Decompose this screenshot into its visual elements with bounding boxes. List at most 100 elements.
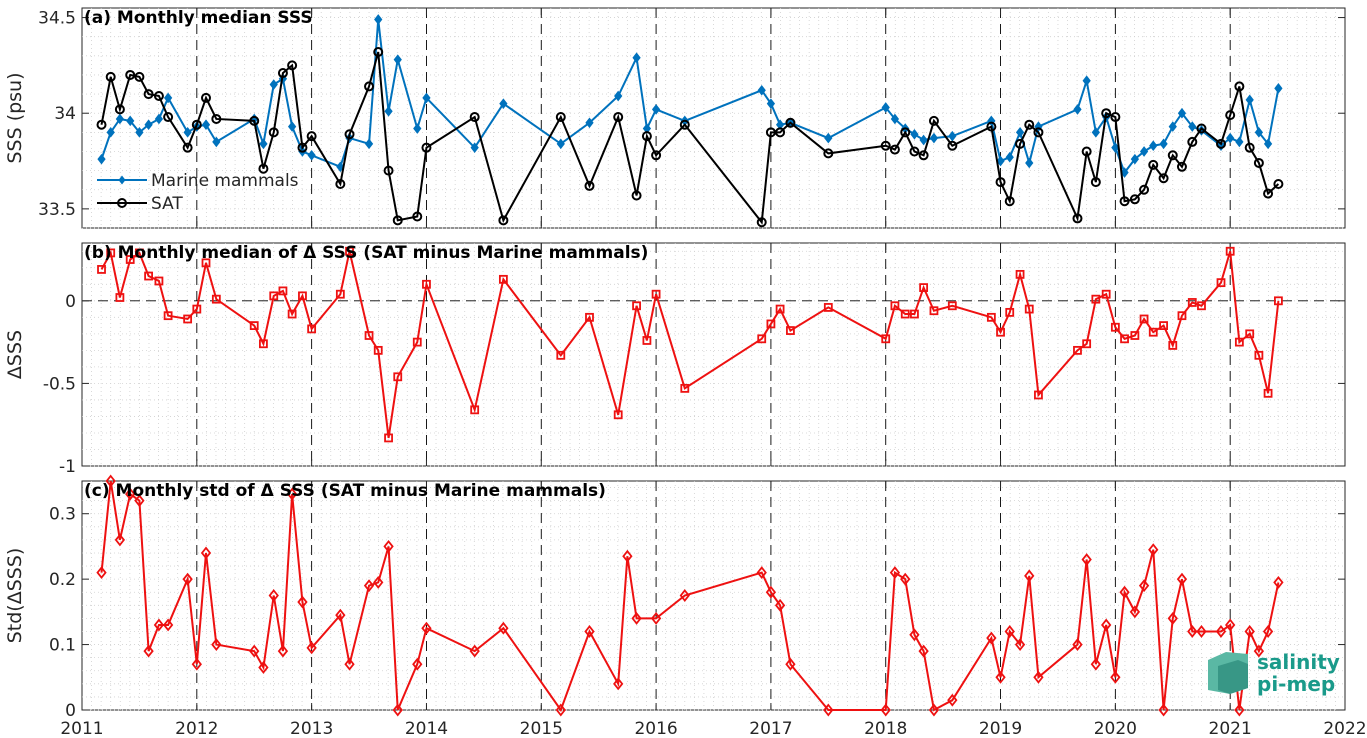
data-point: [268, 589, 279, 602]
data-point: [115, 113, 125, 125]
data-point: [470, 142, 479, 153]
data-point: [774, 598, 786, 612]
data-point: [1197, 301, 1206, 311]
data-point: [651, 289, 661, 299]
data-point: [114, 104, 125, 115]
panel-title: (b) Monthly median of Δ SSS (SAT minus M…: [84, 243, 648, 263]
data-point: [1253, 644, 1265, 658]
data-point: [1196, 123, 1207, 134]
data-point: [584, 180, 595, 191]
data-point: [614, 90, 623, 102]
data-point: [757, 334, 767, 344]
data-point: [278, 286, 288, 296]
data-point: [1234, 337, 1244, 347]
data-point: [384, 433, 393, 443]
data-point: [374, 14, 383, 25]
data-point: [642, 336, 652, 345]
data-point: [383, 165, 394, 176]
logo-mark-shade: [1218, 660, 1248, 694]
x-tick-label: 2022: [1323, 719, 1366, 738]
legend: Marine mammals SAT: [97, 171, 299, 214]
data-point: [211, 638, 222, 652]
data-point: [1090, 177, 1101, 188]
data-point: [1177, 311, 1187, 321]
data-point: [1024, 119, 1035, 130]
data-point: [918, 150, 929, 161]
data-point: [163, 112, 174, 123]
data-point: [413, 123, 422, 134]
data-point: [383, 539, 394, 553]
data-point: [1159, 321, 1168, 330]
y-axis-label: SSS (psu): [4, 72, 26, 163]
data-point: [306, 641, 317, 655]
data-point: [928, 115, 939, 126]
data-point: [344, 657, 355, 671]
data-point: [881, 334, 891, 344]
y-tick-label: 0: [65, 701, 76, 721]
data-point: [1129, 605, 1141, 619]
data-point: [1187, 298, 1197, 307]
data-point: [1187, 136, 1198, 147]
logo-line2: pi-mep: [1257, 672, 1335, 696]
plot-area-b: [81, 242, 1346, 467]
data-point: [1129, 194, 1140, 205]
data-point: [948, 130, 957, 142]
data-point: [555, 703, 566, 717]
data-point: [201, 258, 211, 268]
data-point: [786, 326, 795, 335]
panel-title: (c) Monthly std of Δ SSS (SAT minus Mari…: [84, 481, 606, 501]
data-point: [584, 625, 595, 638]
data-point: [373, 575, 384, 589]
data-point: [880, 703, 891, 717]
data-point: [1158, 173, 1169, 184]
data-point: [919, 283, 929, 293]
data-point: [775, 304, 785, 314]
data-point: [1168, 341, 1178, 350]
data-point: [249, 321, 259, 330]
data-point: [823, 703, 834, 717]
data-point: [200, 546, 212, 560]
data-point: [1091, 294, 1101, 304]
data-point: [890, 113, 900, 125]
data-point: [1033, 670, 1044, 684]
data-point: [947, 693, 958, 707]
data-point: [1253, 157, 1264, 168]
data-point: [115, 293, 125, 302]
data-point: [1225, 246, 1235, 256]
data-point: [1177, 107, 1187, 119]
panel-b-delta-sss: -1 -0.5 0 ΔSSS (b) Monthly median of Δ SSS (…: [4, 242, 1346, 477]
data-point: [1138, 579, 1150, 593]
data-point: [909, 628, 920, 642]
data-point: [1176, 572, 1188, 586]
data-point: [1262, 625, 1274, 638]
data-point: [183, 314, 193, 324]
y-tick-label: 34.5: [38, 9, 76, 29]
data-point: [1081, 553, 1092, 566]
data-point: [613, 112, 624, 123]
panel-a-sss: 33.5 34 34.5 SSS (psu) (a) Monthly median SS…: [4, 7, 1346, 229]
x-tick-label: 2013: [290, 719, 333, 738]
y-tick-label: 34: [54, 104, 76, 124]
data-point: [277, 68, 288, 79]
data-point: [1216, 278, 1226, 288]
y-tick-label: -1: [59, 457, 76, 477]
data-point: [106, 248, 116, 258]
data-point: [259, 339, 268, 349]
plot-area-a: [81, 7, 1346, 229]
data-point: [373, 345, 383, 355]
data-point: [106, 127, 115, 138]
series-line: [100, 480, 1280, 713]
data-point: [929, 306, 939, 316]
data-point: [105, 71, 116, 82]
data-point: [1274, 83, 1283, 94]
data-point: [373, 47, 384, 57]
x-tick-label: 2018: [864, 719, 907, 738]
data-point: [335, 289, 345, 299]
data-point: [756, 217, 767, 228]
data-point: [268, 127, 279, 138]
data-point: [1005, 307, 1015, 317]
data-point: [622, 549, 633, 563]
data-point: [910, 128, 919, 140]
data-point: [1235, 136, 1244, 148]
data-point: [1034, 390, 1043, 400]
